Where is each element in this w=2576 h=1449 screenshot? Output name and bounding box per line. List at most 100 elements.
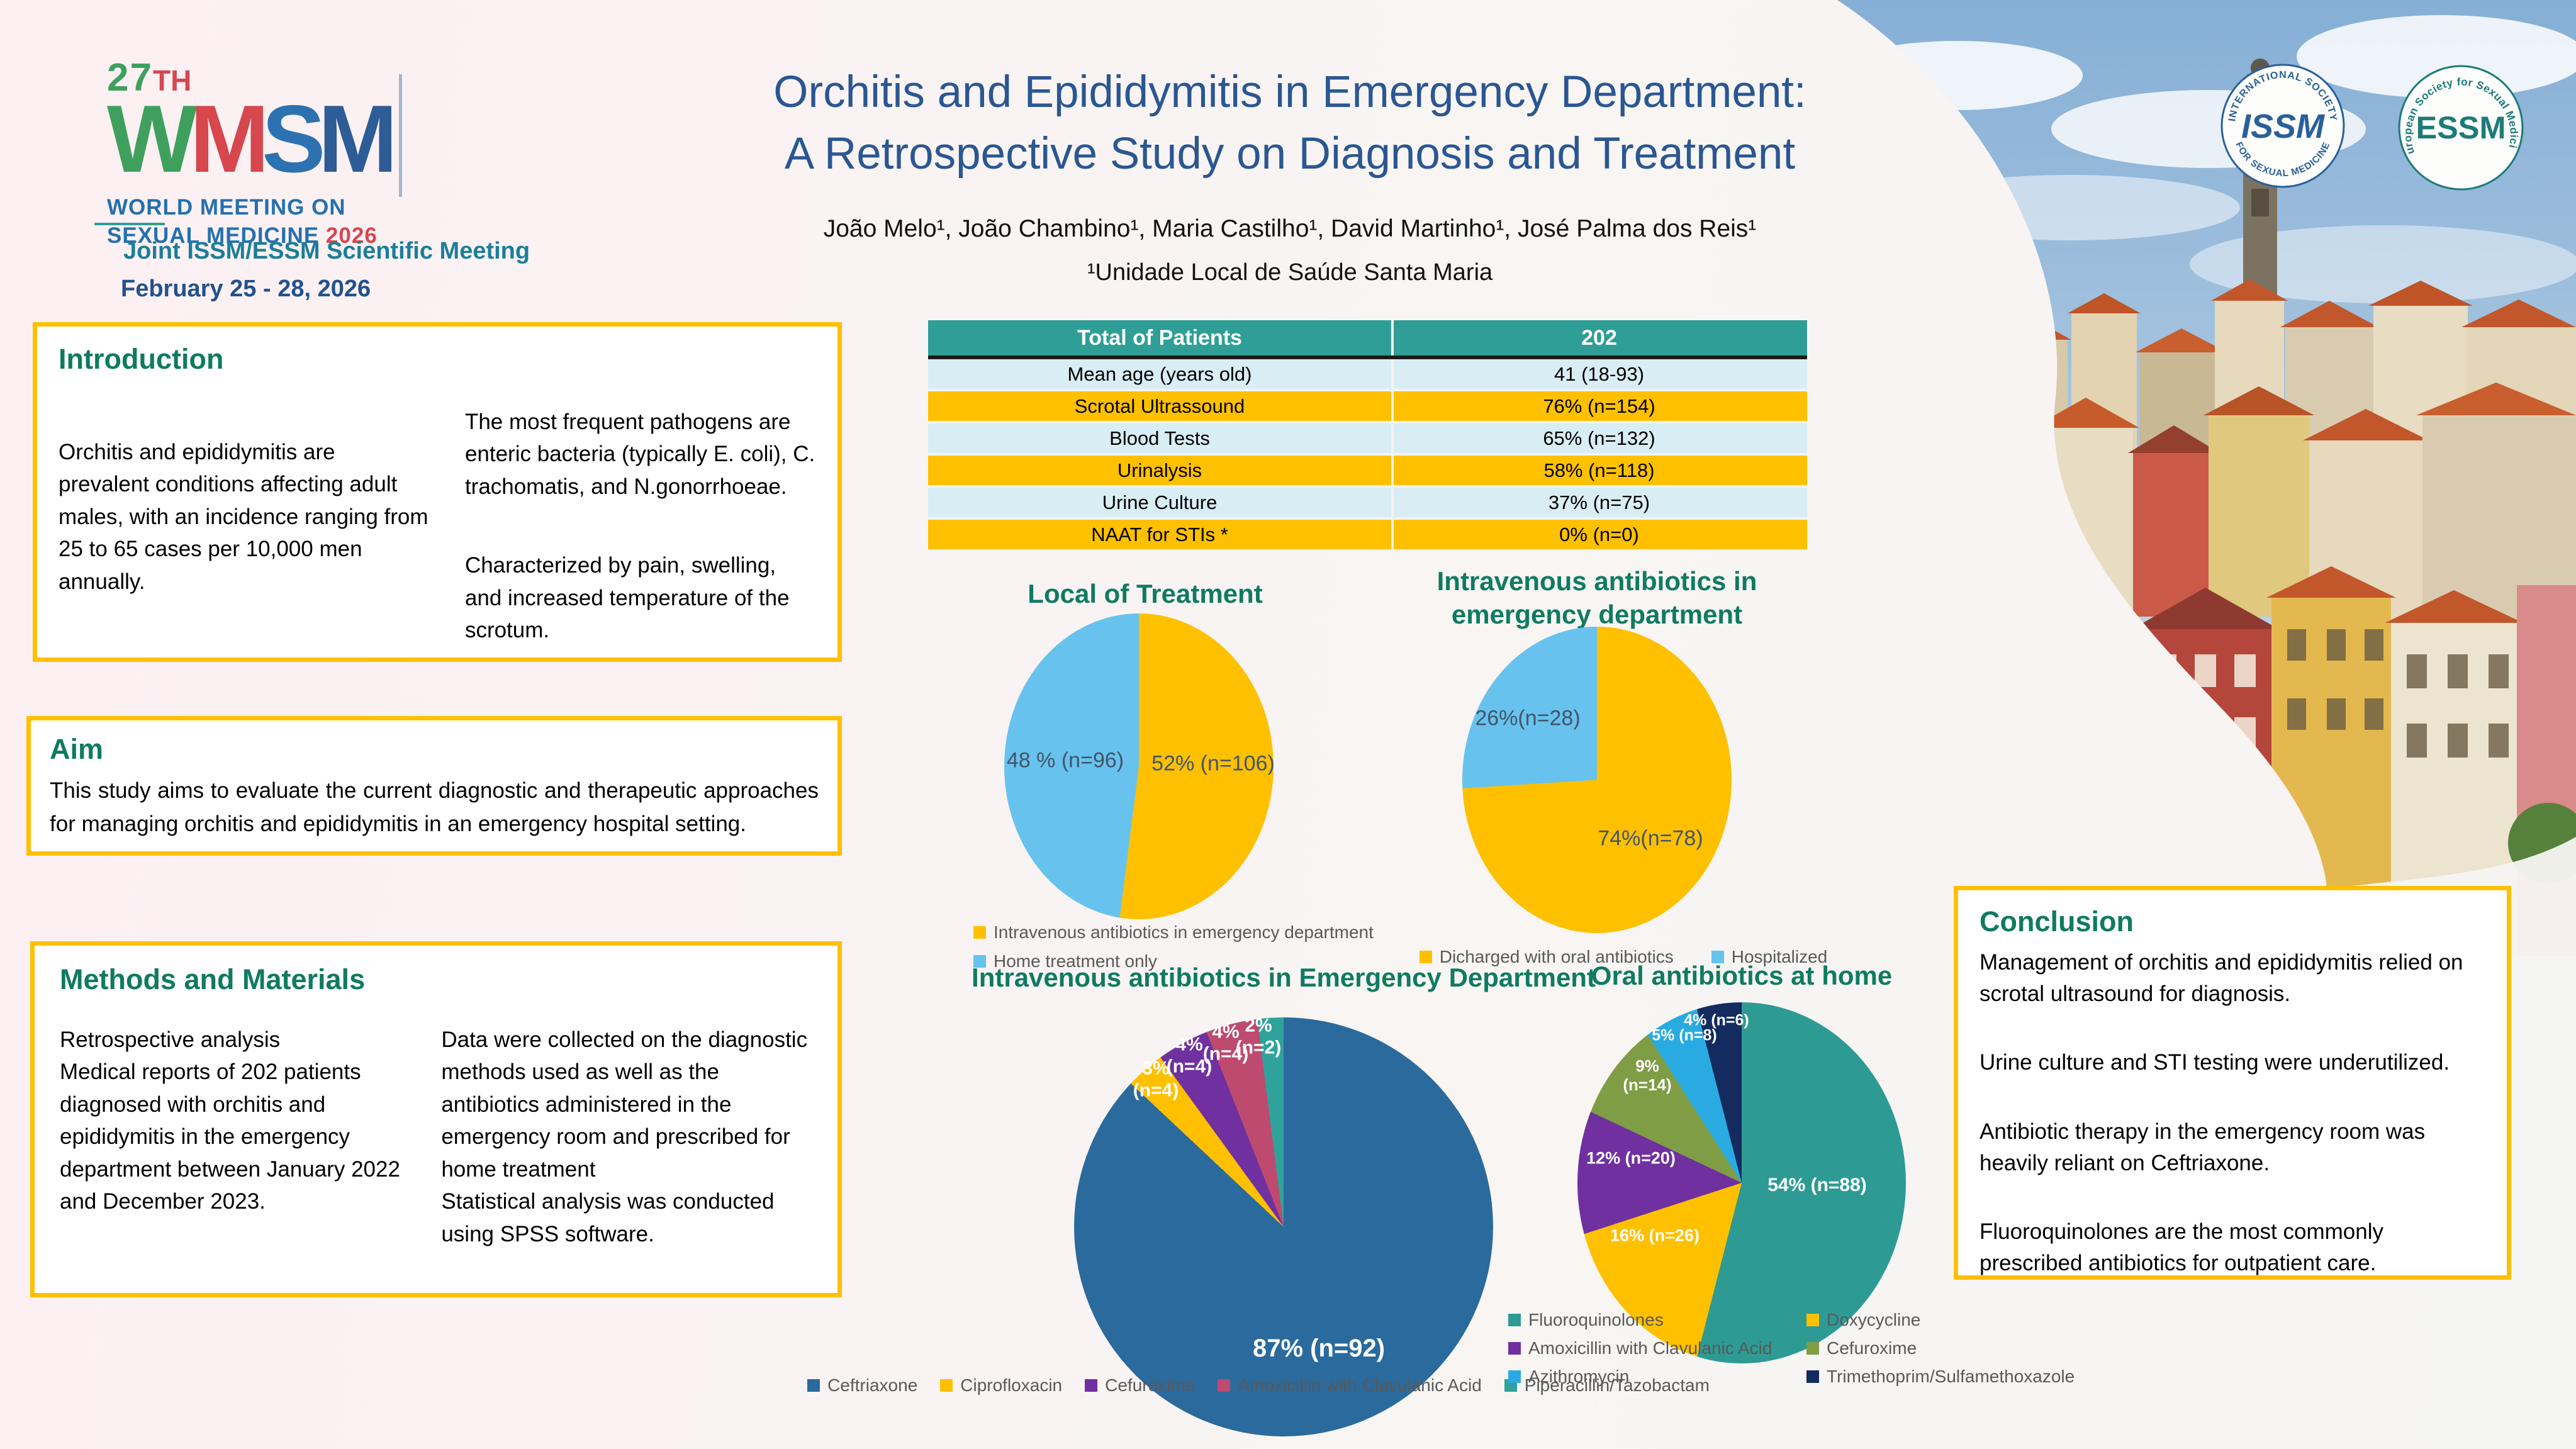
- legend-label: Cefuroxime: [1827, 1338, 1917, 1358]
- legend-swatch: [1508, 1342, 1521, 1355]
- legend-item: Hospitalized: [1711, 947, 1828, 967]
- chart-title-oral-antibiotics: Oral antibiotics at home: [1591, 961, 1893, 990]
- table-row: Urine Culture 37% (n=75): [928, 488, 1807, 520]
- legend-oral-antibiotics-col1: Fluoroquinolones Amoxicillin with Clavul…: [1508, 1310, 1772, 1387]
- aim-text: This study aims to evaluate the current …: [50, 778, 819, 836]
- conclusion-section: Conclusion Management of orchitis and ep…: [1954, 886, 2511, 1280]
- table-row: Urinalysis 58% (n=118): [928, 456, 1807, 488]
- methods-text-right: Data were collected on the diagnostic me…: [441, 1024, 812, 1250]
- pie-iv-antibiotics-big: [1074, 1017, 1493, 1436]
- legend-label: Home treatment only: [994, 951, 1157, 971]
- logo-suffix: TH: [152, 64, 192, 97]
- row-label: Blood Tests: [928, 423, 1394, 453]
- pie-label-amoxicillin-iv: 4% (n=4): [1202, 1021, 1249, 1065]
- issm-badge: INTERNATIONAL SOCIETY ISSM FOR SEXUAL ME…: [2220, 64, 2345, 188]
- legend-label: Piperacillin/Tazobactam: [1524, 1375, 1710, 1395]
- legend-label: Ceftriaxone: [827, 1375, 918, 1395]
- legend-swatch: [1806, 1314, 1819, 1326]
- joint-meeting-label: Joint ISSM/ESSM Scientific Meeting: [123, 238, 530, 264]
- introduction-text-left: Orchitis and epididymitis are prevalent …: [59, 440, 428, 594]
- legend-swatch: [1218, 1379, 1231, 1392]
- poster-title-line2: A Retrospective Study on Diagnosis and T…: [784, 128, 1796, 179]
- logo-year: 2026: [325, 223, 378, 248]
- legend-label: Amoxicillin with Clavulanic Acid: [1528, 1338, 1772, 1358]
- legend-label: Cefuroxime: [1105, 1375, 1196, 1395]
- legend-item: Ceftriaxone: [807, 1375, 917, 1396]
- legend-label: Amoxicillin with Clavulanic Acid: [1238, 1375, 1482, 1395]
- legend-item: Cefuroxime: [1085, 1375, 1195, 1396]
- legend-item: Ciprofloxacin: [940, 1375, 1062, 1396]
- introduction-heading: Introduction: [59, 343, 224, 375]
- logo-divider-line: [399, 74, 402, 197]
- legend-item: Piperacillin/Tazobactam: [1504, 1375, 1710, 1396]
- row-value: 37% (n=75): [1548, 491, 1650, 513]
- pie-oral-antibiotics: [1577, 1002, 1906, 1363]
- poster-title: Orchitis and Epididymitis in Emergency D…: [730, 62, 1850, 185]
- methods-reports: Medical reports of 202 patients diagnose…: [60, 1060, 400, 1214]
- methods-text-left: Retrospective analysis Medical reports o…: [60, 1024, 406, 1250]
- legend-item: Azithromycin: [1508, 1367, 1772, 1387]
- pie-label-doxycycline: 16% (n=26): [1610, 1226, 1700, 1245]
- logo-number: 27: [107, 56, 153, 99]
- row-label: Mean age (years old): [928, 359, 1394, 389]
- pie-label-azithromycin: 5% (n=8): [1652, 1026, 1717, 1044]
- table-header-label: Total of Patients: [928, 320, 1394, 355]
- legend-item: Fluoroquinolones: [1508, 1310, 1772, 1330]
- legend-swatch: [807, 1379, 820, 1392]
- table-header-value: 202: [1581, 325, 1617, 350]
- wmsm-logo: 27TH WMSM WORLD MEETING ON SEXUAL MEDICI…: [107, 55, 459, 250]
- legend-label: Azithromycin: [1528, 1367, 1630, 1386]
- chart-title-local-of-treatment: Local of Treatment: [1028, 579, 1263, 608]
- introduction-section: Introduction Orchitis and epididymitis a…: [33, 322, 842, 662]
- table-row: Scrotal Ultrassound 76% (n=154): [928, 391, 1807, 423]
- pie-label-ciprofloxacin: 3% (n=4): [1133, 1058, 1179, 1101]
- essm-acronym: ESSM: [2416, 109, 2506, 145]
- pie-label-cefuroxime-iv: 4% (n=4): [1166, 1034, 1212, 1077]
- legend-swatch: [940, 1379, 953, 1392]
- pie-label-discharged: 74%(n=78): [1598, 826, 1703, 851]
- legend-item: Cefuroxime: [1806, 1338, 2075, 1358]
- pie-local-of-treatment: [1004, 613, 1274, 919]
- legend-label: Trimethoprim/Sulfamethoxazole: [1827, 1367, 2075, 1386]
- legend-oral-antibiotics-col2: Doxycycline Cefuroxime Trimethoprim/Sulf…: [1806, 1310, 2075, 1387]
- wmsm-logo-acronym: WMSM: [107, 91, 459, 187]
- row-label: Scrotal Ultrassound: [928, 391, 1394, 421]
- row-label: Urine Culture: [928, 488, 1394, 517]
- methods-data-collection: Data were collected on the diagnostic me…: [441, 1027, 808, 1182]
- legend-iv-antibiotics-big: Ceftriaxone Ciprofloxacin Cefuroxime Amo…: [807, 1375, 1710, 1396]
- logo-letter: M: [318, 86, 398, 193]
- pie-label-piperacillin: 2% (n=2): [1235, 1015, 1282, 1058]
- logo-letter: M: [189, 86, 269, 193]
- legend-item: Amoxicillin with Clavulanic Acid: [1218, 1375, 1482, 1396]
- row-label: Urinalysis: [928, 456, 1394, 485]
- pie-iv-antibiotics-ed: [1462, 627, 1732, 933]
- methods-section: Methods and Materials Retrospective anal…: [30, 941, 842, 1297]
- pie-label-trimethoprim: 4% (n=6): [1684, 1011, 1749, 1029]
- chart-title-iv-antibiotics-big: Intravenous antibiotics in Emergency Dep…: [972, 963, 1596, 992]
- conclusion-heading: Conclusion: [1980, 905, 2134, 937]
- introduction-pathogens: The most frequent pathogens are enteric …: [464, 410, 815, 499]
- table-row: Mean age (years old) 41 (18-93): [928, 359, 1807, 391]
- legend-label: Hospitalized: [1731, 947, 1828, 966]
- poster-authors: João Melo¹, João Chambino¹, Maria Castil…: [823, 215, 1757, 242]
- legend-swatch: [1508, 1370, 1521, 1383]
- row-value: 65% (n=132): [1543, 427, 1655, 449]
- legend-swatch: [1085, 1379, 1098, 1392]
- conclusion-point-4: Fluoroquinolones are the most commonly p…: [1980, 1219, 2383, 1276]
- wmsm-logo-subtitle: WORLD MEETING ON SEXUAL MEDICINE 2026: [107, 194, 459, 250]
- legend-swatch: [1711, 951, 1724, 963]
- methods-analysis: Retrospective analysis: [60, 1027, 281, 1052]
- table-row: NAAT for STIs * 0% (n=0): [928, 520, 1807, 552]
- legend-label: Fluoroquinolones: [1528, 1310, 1664, 1329]
- logo-letter: W: [107, 86, 198, 193]
- row-label: NAAT for STIs *: [928, 520, 1394, 549]
- row-value: 41 (18-93): [1554, 362, 1645, 385]
- meeting-dates: February 25 - 28, 2026: [121, 276, 371, 302]
- legend-swatch: [1806, 1370, 1819, 1383]
- poster-title-line1: Orchitis and Epididymitis in Emergency D…: [773, 67, 1806, 117]
- legend-item: Dicharged with oral antibiotics: [1419, 947, 1674, 967]
- legend-swatch: [1508, 1314, 1521, 1326]
- row-value: 76% (n=154): [1543, 394, 1655, 417]
- legend-iv-antibiotics-ed: Dicharged with oral antibiotics Hospital…: [1419, 947, 1827, 967]
